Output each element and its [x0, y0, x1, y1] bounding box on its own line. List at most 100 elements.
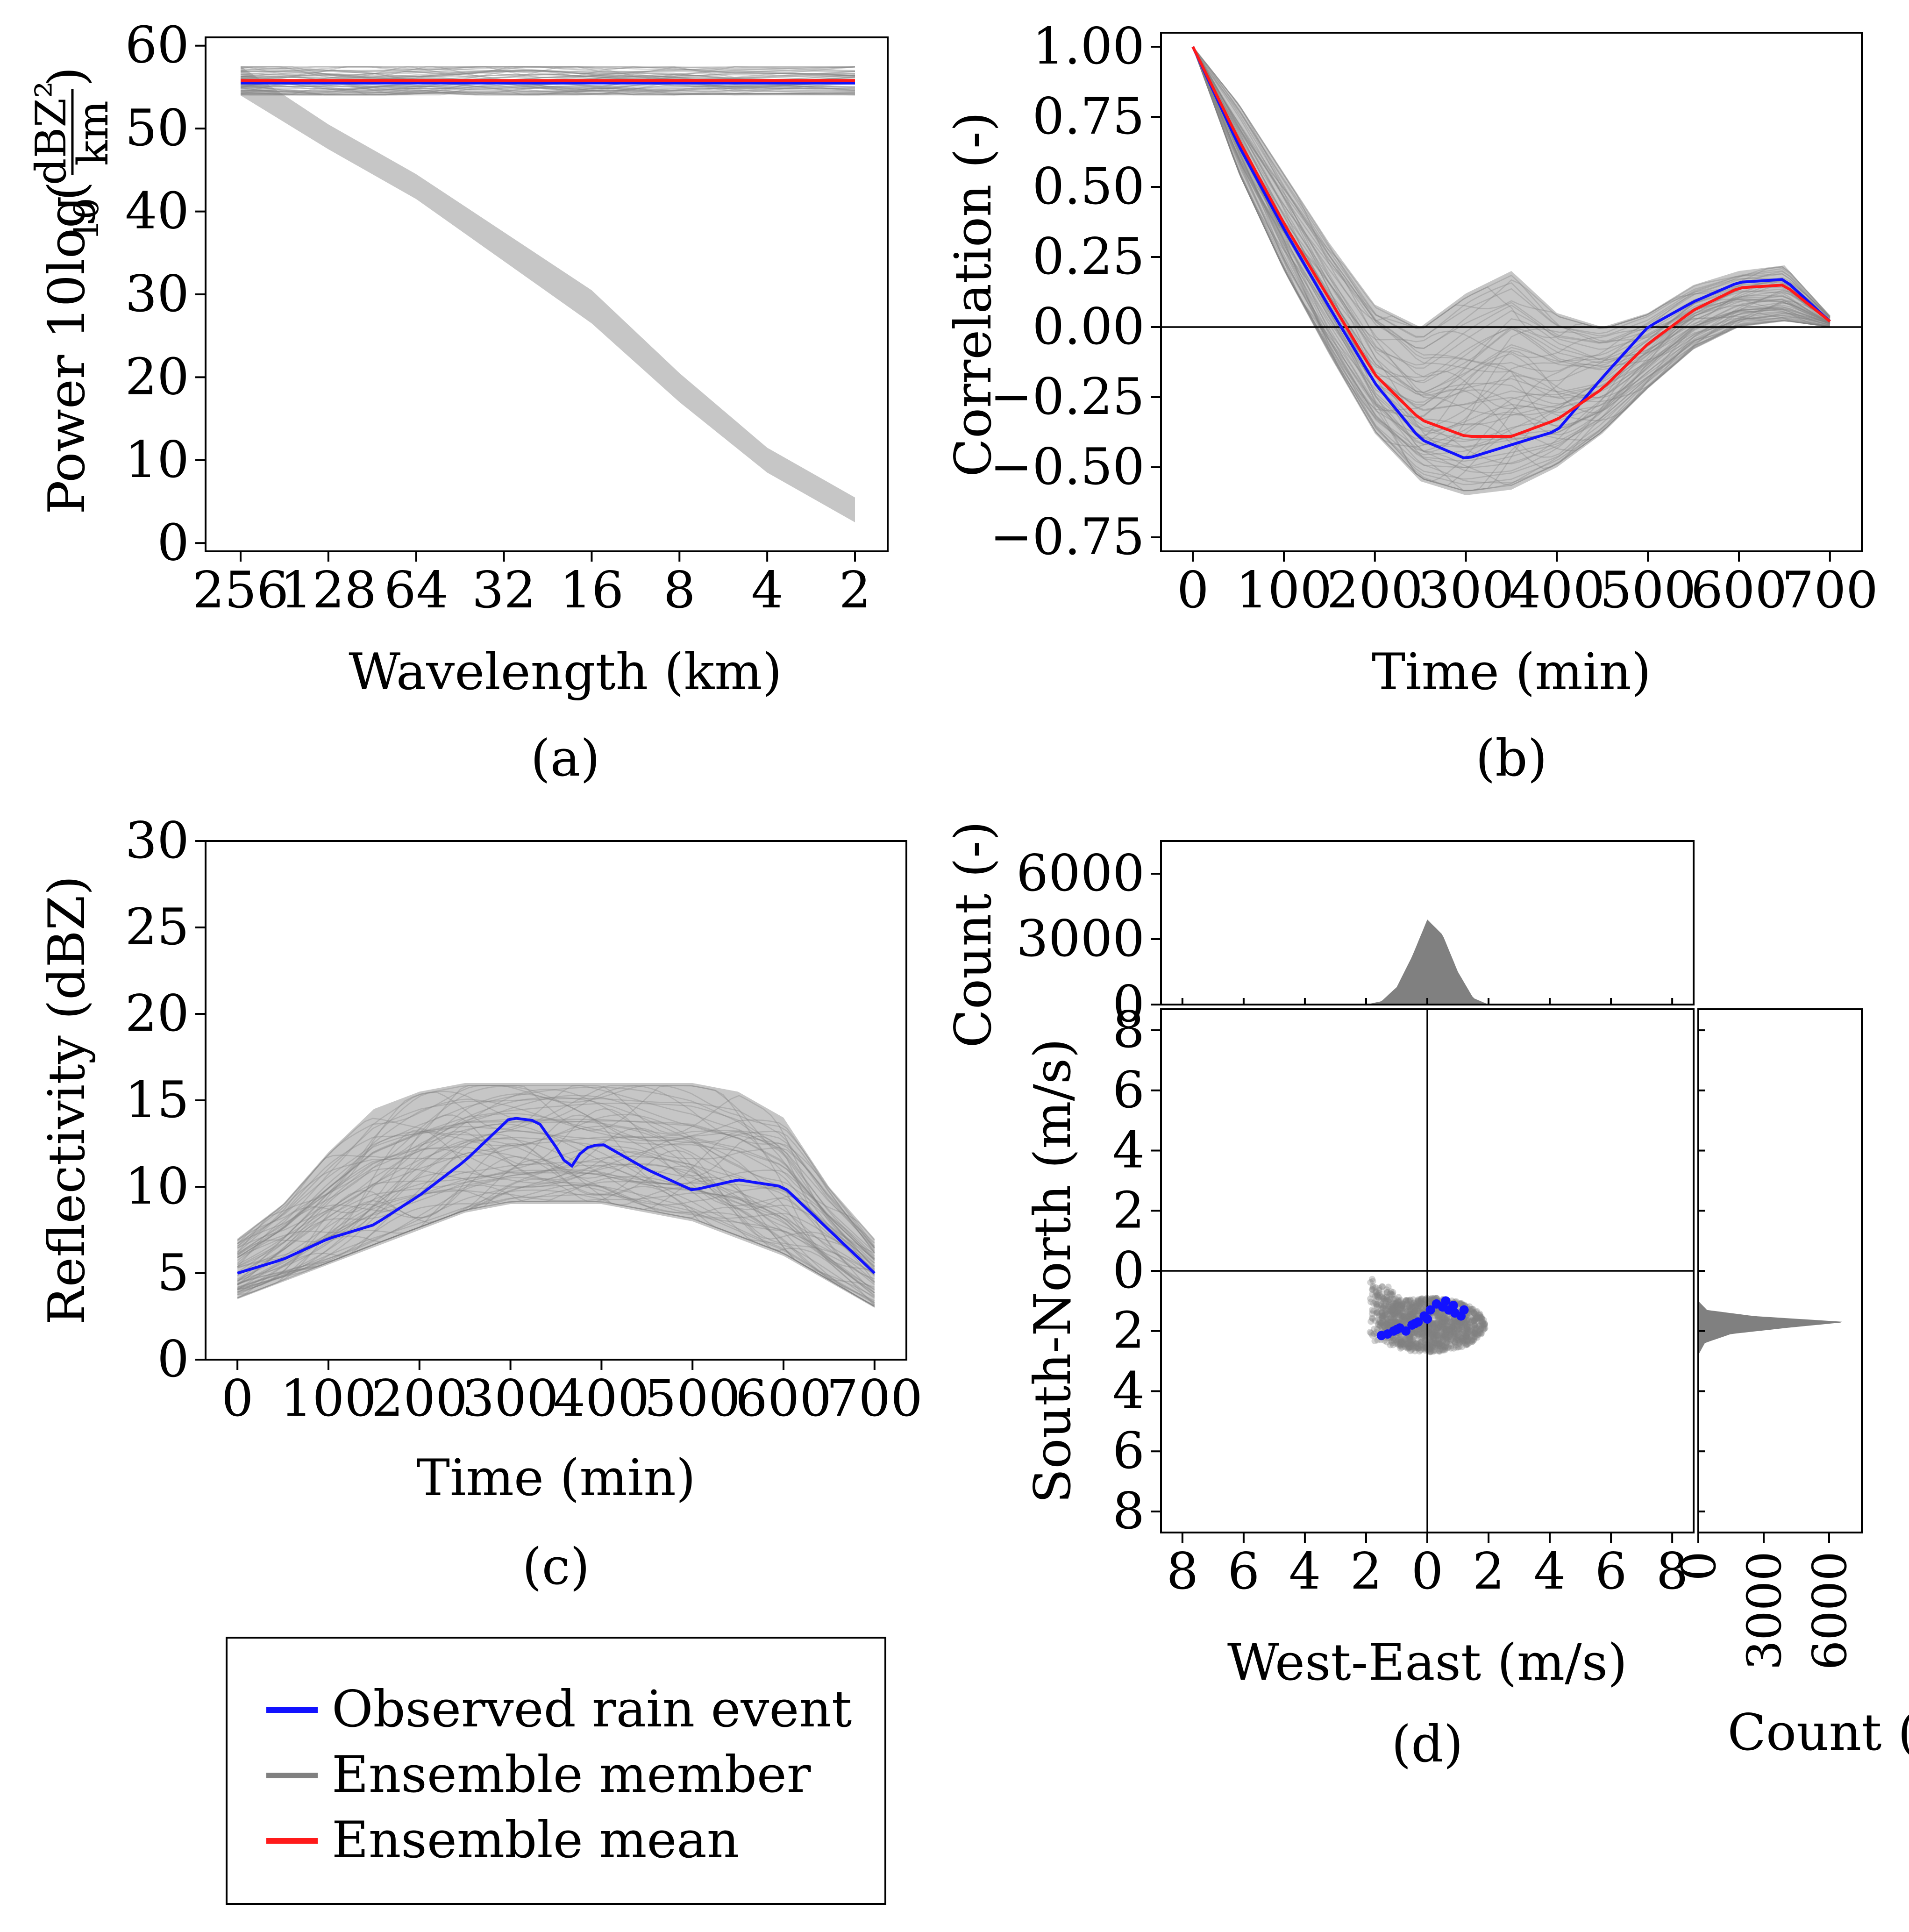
- panel-d-ensemble-point: [1385, 1303, 1392, 1310]
- panel-d-ensemble-point: [1431, 1323, 1438, 1330]
- panel-d-ensemble-point: [1474, 1330, 1481, 1337]
- panel-d-ensemble-point: [1467, 1319, 1474, 1326]
- panel-d-ensemble-point: [1474, 1334, 1481, 1341]
- panel-d-ensemble-point: [1391, 1300, 1398, 1307]
- panel-d-ensemble-point: [1437, 1322, 1444, 1329]
- panel-d-ensemble-point: [1417, 1300, 1424, 1307]
- panel-d-ensemble-point: [1416, 1303, 1423, 1310]
- panel-d-ensemble-point: [1393, 1309, 1400, 1316]
- panel-d-ensemble-point: [1451, 1339, 1458, 1346]
- panel-d-ensemble-point: [1432, 1347, 1439, 1355]
- panel-d-ensemble-point: [1392, 1306, 1399, 1313]
- panel-d-ensemble-point: [1415, 1331, 1422, 1338]
- panel-d-ensemble-point: [1402, 1335, 1409, 1342]
- panel-d-ensemble-point: [1409, 1302, 1416, 1309]
- panel-d-x-tick-label: 4: [1534, 1542, 1566, 1601]
- panel-d-ensemble-point: [1417, 1326, 1424, 1333]
- panel-d-ensemble-point: [1414, 1339, 1421, 1346]
- panel-d-ensemble-point: [1433, 1332, 1440, 1339]
- panel-d-ensemble-point: [1439, 1319, 1446, 1326]
- panel-d-ensemble-point: [1379, 1312, 1386, 1319]
- panel-d-ensemble-point: [1441, 1329, 1448, 1336]
- panel-d-ensemble-point: [1390, 1296, 1397, 1303]
- panel-d-ensemble-point: [1391, 1319, 1398, 1326]
- panel-d-ensemble-point: [1439, 1320, 1446, 1327]
- panel-d-ensemble-point: [1377, 1297, 1384, 1304]
- panel-d-ensemble-point: [1421, 1324, 1428, 1331]
- panel-b-ensemble-band: [1192, 46, 1831, 495]
- panel-d-ensemble-point: [1449, 1323, 1456, 1330]
- panel-d-ensemble-point: [1461, 1321, 1468, 1328]
- panel-d-ensemble-point: [1372, 1298, 1379, 1305]
- panel-a-ensemble-member-line: [240, 86, 855, 95]
- panel-d-ensemble-point: [1432, 1320, 1439, 1327]
- panel-d-ensemble-point: [1426, 1342, 1433, 1349]
- panel-c-y-tick-label: 20: [125, 984, 189, 1043]
- panel-d-ensemble-point: [1398, 1340, 1405, 1347]
- panel-c-observed-line: [237, 1117, 876, 1275]
- panel-d-ensemble-point: [1440, 1321, 1447, 1328]
- panel-d-ensemble-point: [1405, 1298, 1412, 1305]
- panel-d-ensemble-point: [1418, 1330, 1425, 1337]
- panel-d-ensemble-point: [1396, 1298, 1403, 1305]
- panel-c-y-tick-label: 25: [125, 898, 189, 956]
- panel-d-x-tick-label: 4: [1289, 1542, 1321, 1601]
- panel-d-ensemble-point: [1410, 1340, 1417, 1347]
- panel-d-ensemble-point: [1378, 1313, 1385, 1320]
- panel-d-ensemble-point: [1432, 1321, 1439, 1328]
- panel-a-ensemble-member-line: [240, 72, 855, 78]
- panel-d-ensemble-point: [1409, 1311, 1416, 1318]
- panel-b-ensemble-member-line: [1192, 46, 1831, 343]
- panel-d-ensemble-point: [1436, 1348, 1443, 1355]
- panel-d-ensemble-point: [1443, 1326, 1450, 1333]
- panel-d-ensemble-point: [1414, 1343, 1421, 1350]
- panel-d-ensemble-point: [1478, 1331, 1485, 1338]
- panel-d-ensemble-point: [1459, 1319, 1466, 1326]
- panel-d-ensemble-point: [1449, 1324, 1456, 1331]
- panel-d-ensemble-point: [1389, 1291, 1396, 1298]
- panel-a-y-tick-label: 60: [125, 16, 189, 75]
- panel-d-ensemble-point: [1415, 1332, 1422, 1339]
- panel-d-ensemble-point: [1407, 1336, 1414, 1343]
- panel-d-ensemble-point: [1368, 1310, 1375, 1317]
- panel-d-ensemble-point: [1464, 1317, 1471, 1324]
- panel-d-ensemble-point: [1471, 1317, 1478, 1324]
- panel-c-ensemble-member-line: [237, 1095, 875, 1253]
- panel-d-ensemble-point: [1400, 1335, 1407, 1342]
- panel-d-ensemble-point: [1399, 1338, 1406, 1345]
- panel-d-ensemble-point: [1432, 1320, 1439, 1327]
- panel-d-ensemble-point: [1383, 1320, 1390, 1327]
- panel-a-ylabel-denominator: km: [69, 100, 118, 166]
- legend: Observed rain event Ensemble member Ense…: [226, 1637, 886, 1905]
- panel-d-ensemble-point: [1392, 1303, 1399, 1310]
- panel-d-ensemble-point: [1398, 1318, 1405, 1325]
- panel-d-ensemble-point: [1453, 1342, 1460, 1349]
- panel-d-ensemble-point: [1446, 1335, 1453, 1342]
- panel-d-ensemble-point: [1474, 1331, 1482, 1338]
- panel-d-ensemble-point: [1409, 1336, 1416, 1343]
- panel-d-observed-points: [1376, 1296, 1469, 1340]
- panel-c-ensemble-member-line: [237, 1164, 875, 1305]
- panel-d-ensemble-point: [1460, 1320, 1467, 1327]
- panel-d-ensemble-point: [1428, 1333, 1435, 1340]
- panel-d-ensemble-point: [1476, 1314, 1483, 1321]
- panel-c-x-tick-label: 100: [280, 1369, 377, 1428]
- panel-d-ensemble-point: [1434, 1315, 1441, 1322]
- panel-d-ensemble-point: [1464, 1340, 1471, 1347]
- panel-d-ensemble-point: [1413, 1302, 1420, 1309]
- panel-d-ensemble-point: [1462, 1333, 1469, 1340]
- panel-d-ensemble-point: [1440, 1314, 1447, 1321]
- panel-d-ensemble-point: [1456, 1325, 1463, 1332]
- panel-d-ensemble-point: [1432, 1340, 1439, 1347]
- panel-d-ensemble-point: [1444, 1344, 1451, 1351]
- panel-d-ensemble-point: [1372, 1289, 1379, 1296]
- panel-d-ensemble-point: [1451, 1321, 1458, 1328]
- panel-d-ensemble-point: [1457, 1319, 1464, 1326]
- panel-d-ensemble-point: [1432, 1340, 1439, 1347]
- panel-d-ensemble-point: [1471, 1333, 1478, 1340]
- panel-d-ensemble-point: [1475, 1312, 1482, 1319]
- panel-d-ensemble-point: [1389, 1289, 1396, 1296]
- panel-d-ensemble-point: [1410, 1311, 1417, 1318]
- panel-d-ensemble-point: [1432, 1332, 1439, 1339]
- panel-d-ensemble-point: [1427, 1338, 1434, 1345]
